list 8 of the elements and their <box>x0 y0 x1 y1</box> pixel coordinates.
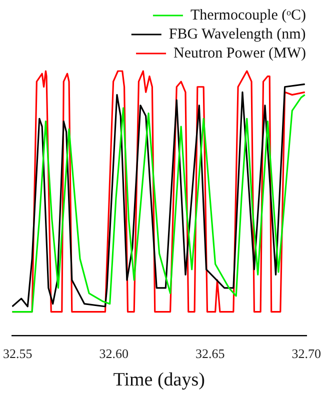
x-tick-label: 32.60 <box>99 346 129 361</box>
legend-label: Thermocouple (ᵒC) <box>190 7 306 24</box>
x-tick-label: 32.70 <box>292 346 321 361</box>
x-axis-title: Time (days) <box>113 370 205 391</box>
x-tick-label: 32.65 <box>196 346 225 361</box>
legend-label: Neutron Power (MW) <box>174 45 306 62</box>
legend-label: FBG Wavelength (nm) <box>168 26 306 42</box>
x-tick-label: 32.55 <box>3 346 32 361</box>
